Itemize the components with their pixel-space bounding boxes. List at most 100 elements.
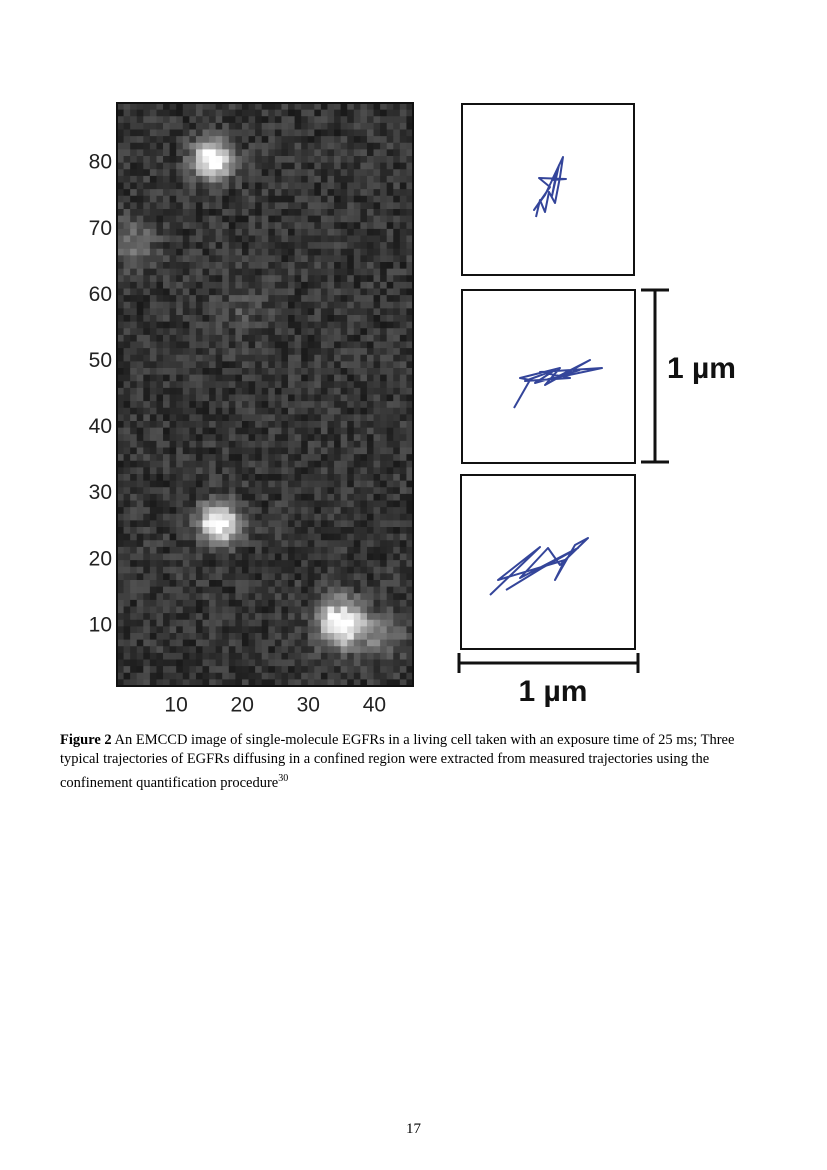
pixel xyxy=(288,122,295,130)
pixel xyxy=(209,646,217,654)
pixel xyxy=(195,361,203,369)
pixel xyxy=(189,295,197,303)
pixel xyxy=(149,255,157,263)
pixel xyxy=(222,586,230,594)
pixel xyxy=(307,394,315,402)
pixel xyxy=(176,493,184,501)
pixel xyxy=(386,401,394,409)
pixel xyxy=(143,513,151,521)
pixel xyxy=(202,295,210,303)
pixel xyxy=(156,626,164,634)
pixel xyxy=(235,626,243,634)
pixel xyxy=(307,599,315,607)
pixel xyxy=(241,560,249,568)
pixel xyxy=(373,142,381,150)
pixel xyxy=(288,361,295,369)
pixel xyxy=(268,666,276,674)
pixel xyxy=(393,593,401,601)
pixel xyxy=(281,142,289,150)
pixel xyxy=(307,182,315,190)
pixel xyxy=(360,189,368,197)
pixel xyxy=(123,480,131,488)
pixel xyxy=(288,235,295,243)
pixel xyxy=(380,454,388,462)
pixel xyxy=(156,348,164,356)
pixel xyxy=(288,421,295,429)
pixel xyxy=(360,328,368,336)
pixel xyxy=(228,195,236,203)
pixel xyxy=(301,401,309,409)
pixel xyxy=(380,248,388,256)
pixel xyxy=(169,401,177,409)
pixel xyxy=(288,474,295,482)
pixel xyxy=(255,533,263,541)
pixel xyxy=(274,580,282,588)
pixel xyxy=(360,421,368,429)
pixel xyxy=(222,209,230,217)
pixel xyxy=(235,334,243,342)
pixel xyxy=(228,182,236,190)
pixel xyxy=(169,228,177,236)
pixel xyxy=(307,262,315,270)
pixel xyxy=(347,195,355,203)
pixel xyxy=(373,652,381,660)
pixel xyxy=(301,460,309,468)
pixel xyxy=(209,520,217,528)
pixel xyxy=(241,328,249,336)
pixel xyxy=(130,222,138,230)
pixel xyxy=(320,374,328,382)
pixel xyxy=(380,149,388,157)
pixel xyxy=(301,381,309,389)
pixel xyxy=(366,242,374,250)
pixel xyxy=(347,626,355,634)
pixel xyxy=(294,533,302,541)
pixel xyxy=(301,672,309,680)
pixel xyxy=(340,315,348,323)
pixel xyxy=(130,646,138,654)
pixel xyxy=(314,129,322,137)
pixel xyxy=(399,633,407,641)
pixel xyxy=(301,659,309,667)
pixel xyxy=(288,440,295,448)
pixel xyxy=(393,586,401,594)
pixel xyxy=(261,447,269,455)
pixel xyxy=(255,341,263,349)
pixel xyxy=(149,169,157,177)
pixel xyxy=(399,553,407,561)
pixel xyxy=(189,242,197,250)
pixel xyxy=(399,527,407,535)
pixel xyxy=(130,308,138,316)
pixel xyxy=(307,507,315,515)
pixel xyxy=(406,639,414,647)
pixel xyxy=(176,116,184,124)
pixel xyxy=(123,540,131,548)
pixel xyxy=(353,414,361,422)
pixel xyxy=(149,652,157,660)
pixel xyxy=(189,421,197,429)
pixel xyxy=(340,109,348,117)
pixel xyxy=(360,255,368,263)
pixel xyxy=(386,553,394,561)
pixel xyxy=(294,500,302,508)
pixel xyxy=(380,242,388,250)
pixel xyxy=(406,421,414,429)
pixel xyxy=(274,593,282,601)
pixel xyxy=(248,268,256,276)
pixel xyxy=(195,619,203,627)
pixel xyxy=(380,175,388,183)
pixel xyxy=(209,679,217,687)
pixel xyxy=(380,222,388,230)
pixel xyxy=(294,242,302,250)
pixel xyxy=(320,222,328,230)
pixel xyxy=(149,394,157,402)
pixel xyxy=(169,599,177,607)
pixel xyxy=(149,500,157,508)
pixel xyxy=(176,401,184,409)
pixel xyxy=(301,308,309,316)
pixel xyxy=(288,295,295,303)
pixel xyxy=(340,394,348,402)
pixel xyxy=(406,103,414,111)
pixel xyxy=(340,421,348,429)
pixel xyxy=(373,182,381,190)
pixel xyxy=(340,149,348,157)
